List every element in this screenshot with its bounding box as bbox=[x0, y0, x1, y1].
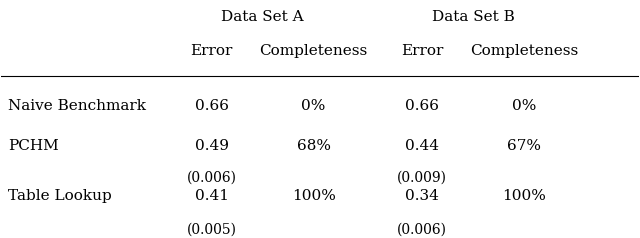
Text: 0.66: 0.66 bbox=[405, 99, 439, 113]
Text: PCHM: PCHM bbox=[8, 139, 58, 153]
Text: 0%: 0% bbox=[512, 99, 536, 113]
Text: 0%: 0% bbox=[301, 99, 326, 113]
Text: 68%: 68% bbox=[296, 139, 331, 153]
Text: (0.009): (0.009) bbox=[397, 171, 447, 185]
Text: Data Set A: Data Set A bbox=[221, 10, 304, 24]
Text: Completeness: Completeness bbox=[470, 44, 578, 58]
Text: Table Lookup: Table Lookup bbox=[8, 189, 111, 203]
Text: 0.49: 0.49 bbox=[195, 139, 228, 153]
Text: 0.34: 0.34 bbox=[405, 189, 439, 203]
Text: Completeness: Completeness bbox=[259, 44, 368, 58]
Text: (0.006): (0.006) bbox=[397, 223, 447, 237]
Text: (0.006): (0.006) bbox=[187, 171, 237, 185]
Text: Naive Benchmark: Naive Benchmark bbox=[8, 99, 146, 113]
Text: 0.66: 0.66 bbox=[195, 99, 228, 113]
Text: Error: Error bbox=[191, 44, 233, 58]
Text: 0.44: 0.44 bbox=[405, 139, 439, 153]
Text: 100%: 100% bbox=[292, 189, 335, 203]
Text: (0.005): (0.005) bbox=[187, 223, 237, 237]
Text: 67%: 67% bbox=[507, 139, 541, 153]
Text: 0.41: 0.41 bbox=[195, 189, 228, 203]
Text: Data Set B: Data Set B bbox=[431, 10, 515, 24]
Text: 100%: 100% bbox=[502, 189, 546, 203]
Text: Error: Error bbox=[401, 44, 443, 58]
